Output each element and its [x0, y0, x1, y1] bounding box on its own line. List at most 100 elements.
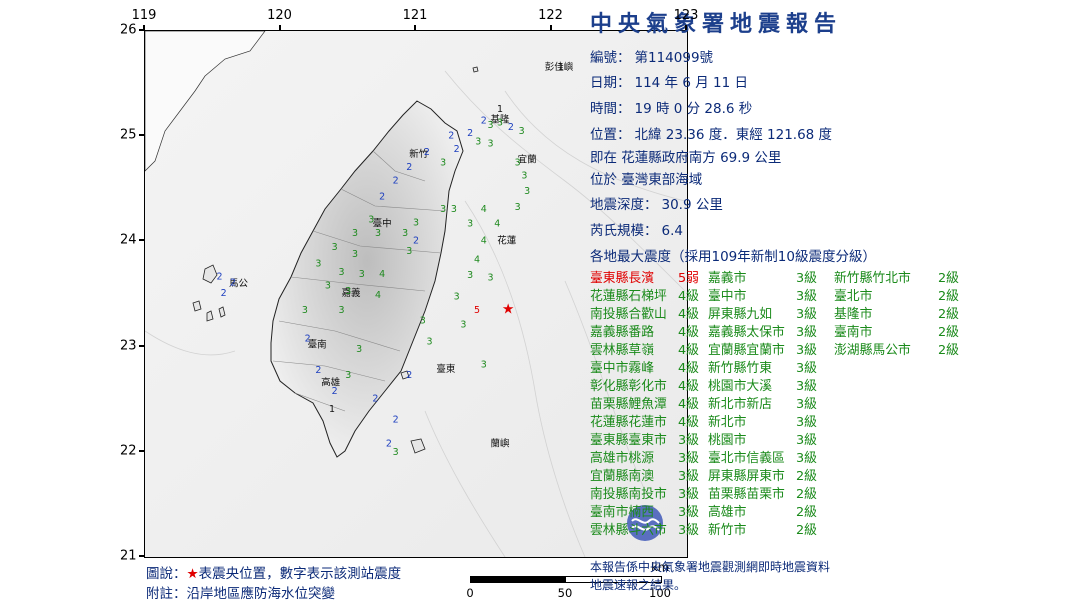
station-intensity: 3: [460, 320, 466, 331]
penghu-islands: [192, 264, 226, 322]
intensity-location: 新竹市: [708, 523, 747, 538]
intensity-level: 2級: [938, 289, 959, 304]
latitude-tick-label: 23: [120, 338, 137, 354]
intensity-level: 3級: [796, 343, 817, 358]
intensity-level: 3級: [796, 433, 817, 448]
longitude-tick: [549, 25, 552, 30]
scale-label-0: 0: [466, 586, 474, 600]
ludao-island: [400, 370, 410, 380]
latitude-tick-label: 25: [120, 127, 137, 143]
intensity-level: 3級: [796, 379, 817, 394]
intensity-location: 臺東縣臺東市: [590, 433, 667, 448]
report-relative-location: 即在 花蓮縣政府南方 69.9 公里: [590, 150, 782, 166]
intensity-level: 3級: [678, 433, 699, 448]
station-intensity: 3: [345, 286, 351, 297]
report-number-value: 第114099號: [634, 50, 714, 66]
report-position-row: 位置： 北緯 23.36 度．東經 121.68 度: [590, 123, 832, 143]
intensity-location: 基隆市: [834, 307, 873, 322]
longitude-tick: [143, 25, 145, 30]
station-intensity: 2: [508, 122, 514, 133]
report-date-label: 日期：: [590, 75, 631, 91]
station-intensity: 3: [338, 267, 344, 278]
latitude-tick-label: 24: [120, 232, 137, 248]
map-legend: 圖說：★表震央位置，數字表示該測站震度: [146, 562, 401, 582]
intensity-level: 2級: [796, 487, 817, 502]
station-intensity: 3: [427, 336, 433, 347]
intensity-row: 澎湖縣馬公市 2級: [834, 342, 959, 360]
station-intensity: 3: [368, 214, 374, 225]
intensity-location: 高雄市: [708, 505, 747, 520]
city-label: 嘉義: [341, 287, 361, 299]
station-intensity: 2: [230, 278, 236, 289]
station-intensity: 2: [315, 365, 321, 376]
intensity-level: 3級: [678, 487, 699, 502]
report-depth-value: 30.9 公里: [661, 197, 723, 213]
intensity-level: 4級: [678, 379, 699, 394]
intensity-location: 臺東縣長濱: [590, 271, 654, 286]
station-intensity: 4: [481, 204, 487, 215]
report-date-row: 日期： 114 年 6 月 11 日: [590, 71, 748, 91]
intensity-location: 雲林縣草嶺: [590, 343, 654, 358]
station-intensity: 4: [379, 269, 385, 280]
legend-prefix: 圖說：: [146, 566, 187, 582]
report-title: 中央氣象署地震報告: [590, 12, 843, 37]
intensity-row: 新竹縣竹東 3級: [708, 360, 817, 378]
intensity-level: 3級: [796, 361, 817, 376]
city-label: 基隆: [491, 114, 511, 126]
intensity-location: 嘉義縣番路: [590, 325, 654, 340]
intensity-level: 4級: [678, 343, 699, 358]
map-note: 附註：沿岸地區應防海水位突變: [146, 586, 335, 602]
city-label: 臺南: [308, 339, 327, 351]
station-intensity: 3: [440, 158, 446, 169]
station-intensity: 3: [440, 204, 446, 215]
station-intensity: 2: [448, 130, 454, 141]
intensity-row: 雲林縣斗六市 3級: [590, 522, 699, 540]
intensity-location: 屏東縣屏東市: [708, 469, 785, 484]
station-intensity: 3: [467, 219, 473, 230]
intensity-level: 4級: [678, 415, 699, 430]
scale-unit: km: [651, 560, 669, 574]
station-intensity: 3: [451, 204, 457, 215]
longitude-tick: [685, 25, 687, 30]
intensity-row: 南投縣合歡山 4級: [590, 306, 699, 324]
intensity-location: 花蓮縣花蓮市: [590, 415, 667, 430]
intensity-location: 臺南市: [834, 325, 873, 340]
station-intensity: 4: [474, 254, 480, 265]
station-intensity: 1: [497, 104, 503, 115]
intensity-level: 3級: [796, 397, 817, 412]
station-intensity: 3: [402, 228, 408, 239]
lanyu-island: [410, 438, 426, 454]
longitude-tick-label: 121: [402, 8, 428, 23]
intensity-location: 雲林縣斗六市: [590, 523, 667, 538]
city-label: 新竹: [409, 148, 429, 160]
intensity-row: 臺南市 2級: [834, 324, 959, 342]
station-intensity: 3: [345, 370, 351, 381]
intensity-location: 南投縣南投市: [590, 487, 667, 502]
intensity-row: 臺中市霧峰 4級: [590, 360, 699, 378]
latitude-tick-label: 26: [120, 22, 137, 38]
intensity-level: 3級: [796, 325, 817, 340]
station-intensity: 3: [515, 158, 521, 169]
intensity-row: 苗栗縣鯉魚潭 4級: [590, 396, 699, 414]
intensity-location: 彰化縣彰化市: [590, 379, 667, 394]
report-magnitude-label: 芮氏規模：: [590, 223, 658, 239]
station-intensity: 2: [372, 393, 378, 404]
longitude-tick-label: 122: [538, 8, 563, 23]
intensity-location: 臺北市: [834, 289, 873, 304]
intensity-location: 臺中市: [708, 289, 747, 304]
report-number-label: 編號：: [590, 50, 631, 66]
station-intensity: 3: [352, 249, 358, 260]
intensity-location: 臺北市信義區: [708, 451, 785, 466]
report-position-value: 北緯 23.36 度．東經 121.68 度: [634, 127, 833, 143]
intensity-level: 3級: [678, 469, 699, 484]
station-intensity: 3: [488, 139, 494, 150]
station-intensity: 3: [454, 291, 460, 302]
intensity-level: 3級: [678, 523, 699, 538]
city-label: 蘭嶼: [491, 438, 511, 450]
latitude-tick: [139, 344, 144, 347]
intensity-row: 南投縣南投市 3級: [590, 486, 699, 504]
intensity-row: 桃園市大溪 3級: [708, 378, 817, 396]
scale-bar-frame: [470, 576, 662, 583]
station-intensity: 3: [352, 228, 358, 239]
